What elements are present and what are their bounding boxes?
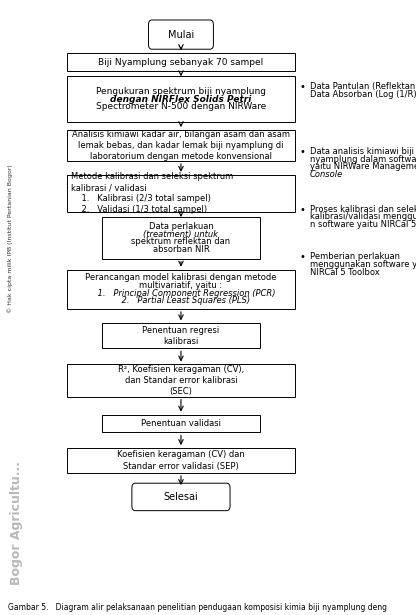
Text: NIRCal 5 Toolbox: NIRCal 5 Toolbox <box>310 268 380 277</box>
FancyBboxPatch shape <box>67 269 295 309</box>
FancyBboxPatch shape <box>149 20 213 49</box>
Text: yaitu NIRWare Management: yaitu NIRWare Management <box>310 162 416 171</box>
Text: kalibrasi/validasi menggunaka: kalibrasi/validasi menggunaka <box>310 212 416 221</box>
Text: •: • <box>300 82 306 92</box>
Text: Analisis kimiawi kadar air, bilangan asam dan asam
lemak bebas, dan kadar lemak : Analisis kimiawi kadar air, bilangan asa… <box>72 130 290 161</box>
Text: Metode kalibrasi dan seleksi spektrum
kalibrasi / validasi
    1.   Kalibrasi (2: Metode kalibrasi dan seleksi spektrum ka… <box>71 172 233 215</box>
Text: Biji Nyamplung sebanyak 70 sampel: Biji Nyamplung sebanyak 70 sampel <box>98 58 264 66</box>
Text: 2.   Partial Least Squares (PLS): 2. Partial Least Squares (PLS) <box>111 296 250 306</box>
Text: Perancangan model kalibrasi dengan metode: Perancangan model kalibrasi dengan metod… <box>85 273 277 282</box>
Text: Data Absorban (Log (1/R)): Data Absorban (Log (1/R)) <box>310 90 416 99</box>
Text: n software yaitu NIRCal 5: n software yaitu NIRCal 5 <box>310 220 416 229</box>
Text: Console: Console <box>310 170 343 179</box>
Text: Mulai: Mulai <box>168 30 194 39</box>
Text: spektrum reflektan dan: spektrum reflektan dan <box>131 237 230 247</box>
FancyBboxPatch shape <box>67 76 295 122</box>
Text: Selesai: Selesai <box>163 492 198 502</box>
FancyBboxPatch shape <box>132 483 230 510</box>
Text: •: • <box>300 147 306 157</box>
Text: •: • <box>300 252 306 263</box>
Text: Data Pantulan (Reflektan, R): Data Pantulan (Reflektan, R) <box>310 82 416 91</box>
FancyBboxPatch shape <box>67 175 295 212</box>
FancyBboxPatch shape <box>67 130 295 161</box>
Text: Data perlakuan: Data perlakuan <box>149 222 213 231</box>
FancyBboxPatch shape <box>67 53 295 71</box>
Text: absorban NIR: absorban NIR <box>153 245 209 254</box>
Text: Pemberian perlakuan: Pemberian perlakuan <box>310 252 400 261</box>
Text: Penentuan validasi: Penentuan validasi <box>141 419 221 428</box>
Text: Gambar 5.   Diagram alir pelaksanaan penelitian pendugaan komposisi kimia biji n: Gambar 5. Diagram alir pelaksanaan penel… <box>8 603 387 612</box>
Text: Proses kalibrasi dan seleksi: Proses kalibrasi dan seleksi <box>310 205 416 213</box>
Text: Data analisis kimiawi biji: Data analisis kimiawi biji <box>310 147 414 156</box>
Text: •: • <box>300 205 306 215</box>
FancyBboxPatch shape <box>102 323 260 348</box>
Text: R², Koefisien keragaman (CV),
dan Standar error kalibrasi
(SEC): R², Koefisien keragaman (CV), dan Standa… <box>118 365 244 396</box>
Text: dengan NIRFlex Solids Petri: dengan NIRFlex Solids Petri <box>110 95 252 103</box>
Text: © Hak cipta milik IPB (Institut Pertanian Bogor): © Hak cipta milik IPB (Institut Pertania… <box>7 164 13 313</box>
FancyBboxPatch shape <box>102 415 260 432</box>
Text: menggunakan software yaitu: menggunakan software yaitu <box>310 260 416 269</box>
Text: Spectrometer N-500 dengan NIRWare: Spectrometer N-500 dengan NIRWare <box>96 102 266 111</box>
Text: nyamplung dalam software: nyamplung dalam software <box>310 154 416 164</box>
FancyBboxPatch shape <box>67 365 295 397</box>
Text: Penentuan regresi
kalibrasi: Penentuan regresi kalibrasi <box>142 326 220 346</box>
Text: 1.   Principal Component Regression (PCR): 1. Principal Component Regression (PCR) <box>87 288 275 298</box>
Text: Koefisien keragaman (CV) dan
Standar error validasi (SEP): Koefisien keragaman (CV) dan Standar err… <box>117 450 245 470</box>
Text: (treatment) untuk: (treatment) untuk <box>144 229 218 239</box>
Text: multivariatif, yaitu :: multivariatif, yaitu : <box>139 281 223 290</box>
FancyBboxPatch shape <box>67 448 295 473</box>
Text: Pengukuran spektrum biji nyamplung: Pengukuran spektrum biji nyamplung <box>96 87 266 96</box>
FancyBboxPatch shape <box>102 217 260 259</box>
Text: Bogor Agricultu...: Bogor Agricultu... <box>10 461 23 585</box>
